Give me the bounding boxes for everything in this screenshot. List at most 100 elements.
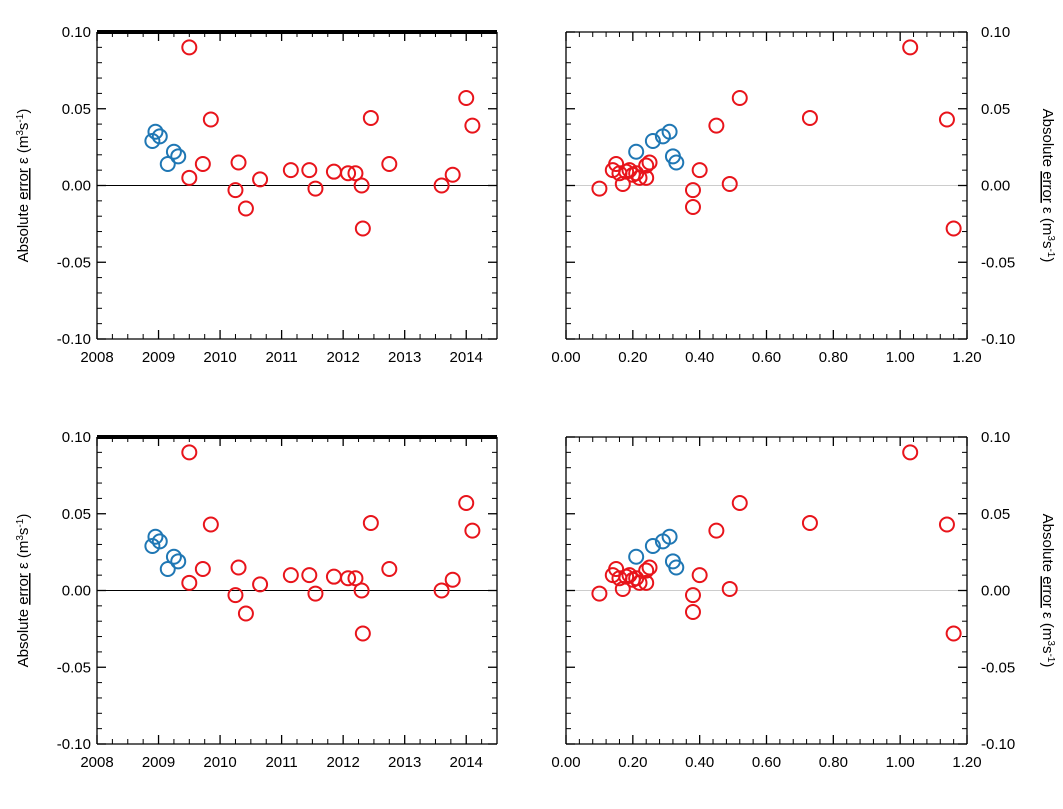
point-red <box>181 444 198 461</box>
x-tick-label: 2010 <box>203 349 236 366</box>
point-red <box>708 522 725 539</box>
x-tick-label: 0.20 <box>618 349 647 366</box>
y-tick-label: 0.05 <box>62 101 91 118</box>
x-tick-label: 2014 <box>450 754 483 771</box>
point-red <box>252 171 269 188</box>
spellcheck-word: error <box>1039 576 1056 608</box>
point-red <box>227 587 244 604</box>
point-red <box>381 561 398 578</box>
point-blue <box>661 528 678 545</box>
y-tick-label: -0.05 <box>57 254 91 271</box>
point-red <box>684 603 701 620</box>
y-axis-title-part: 3 <box>1046 235 1057 241</box>
point-red <box>444 166 461 183</box>
point-red <box>608 561 625 578</box>
x-tick-label: 2008 <box>80 349 113 366</box>
panel-bottom-left: 2008 2009 2010 2011 2012 2013 2014 -0.10 -0.05 0.… <box>15 429 498 771</box>
point-red <box>194 561 211 578</box>
point-blue <box>170 553 187 570</box>
x-tick-label: 2013 <box>388 754 421 771</box>
y-axis-title-part: s <box>1039 646 1056 654</box>
y-axis-title-part: -1 <box>1046 653 1057 662</box>
y-tick-label: 0.10 <box>62 429 91 446</box>
y-tick-label: 0.05 <box>981 506 1010 523</box>
y-axis-title-part: 3 <box>15 535 26 541</box>
x-tick-label: 0.40 <box>685 754 714 771</box>
y-tick-label: -0.05 <box>981 659 1015 676</box>
point-red <box>230 559 247 576</box>
point-red <box>721 175 738 192</box>
y-axis-title-part: Absolute <box>15 605 32 668</box>
y-tick-label: 0.10 <box>981 429 1010 446</box>
x-tick-label: 2009 <box>142 349 175 366</box>
y-axis-title-part: Absolute <box>1039 109 1056 172</box>
point-red <box>202 516 219 533</box>
y-axis-title-part: -1 <box>15 113 26 122</box>
point-red <box>347 165 364 182</box>
point-red <box>354 625 371 642</box>
x-tick-label: 2013 <box>388 349 421 366</box>
point-red <box>464 522 481 539</box>
y-tick-label: 0.00 <box>62 178 91 195</box>
y-axis-title-part: ε (m <box>15 136 32 169</box>
point-red <box>307 180 324 197</box>
point-red <box>608 156 625 173</box>
point-red <box>684 182 701 199</box>
point-blue <box>151 128 168 145</box>
point-red <box>282 567 299 584</box>
point-red <box>181 169 198 186</box>
x-tick-label: 1.20 <box>952 754 981 771</box>
point-red <box>938 516 955 533</box>
point-blue <box>165 548 182 565</box>
x-tick-label: 2008 <box>80 754 113 771</box>
y-axis-title-part: -1 <box>1046 248 1057 257</box>
x-tick-label: 1.20 <box>952 349 981 366</box>
point-blue <box>668 154 685 171</box>
y-tick-label: 0.00 <box>981 178 1010 195</box>
point-blue <box>147 528 164 545</box>
x-tick-label: 0.60 <box>752 349 781 366</box>
point-red <box>731 90 748 107</box>
y-tick-label: 0.10 <box>981 24 1010 41</box>
x-tick-label: 0.00 <box>551 754 580 771</box>
y-axis-title-part: ε (m <box>1039 608 1056 641</box>
y-axis-title-part: ) <box>15 514 32 519</box>
panel-top-left: 2008 2009 2010 2011 2012 2013 2014 -0.10 -0.05 0.… <box>15 24 498 366</box>
point-red <box>801 514 818 531</box>
point-red <box>684 198 701 215</box>
point-red <box>721 580 738 597</box>
y-axis-title-part: 3 <box>1046 640 1057 646</box>
x-tick-label: 1.00 <box>886 754 915 771</box>
x-tick-label: 0.60 <box>752 754 781 771</box>
y-axis-title-part: ) <box>15 109 32 114</box>
point-red <box>433 177 450 194</box>
point-blue <box>165 143 182 160</box>
point-red <box>691 162 708 179</box>
y-axis-title-part: ) <box>1039 662 1056 667</box>
x-tick-label: 2011 <box>265 349 297 366</box>
point-blue <box>644 132 661 149</box>
y-tick-label: -0.05 <box>981 254 1015 271</box>
point-red <box>362 109 379 126</box>
point-red <box>628 165 645 182</box>
point-blue <box>668 559 685 576</box>
y-axis-title-part: s <box>15 123 32 131</box>
y-tick-label: 0.05 <box>981 101 1010 118</box>
x-tick-label: 0.40 <box>685 349 714 366</box>
point-red <box>631 169 648 186</box>
point-red <box>381 156 398 173</box>
y-tick-label: 0.00 <box>62 583 91 600</box>
y-axis-title-part: -1 <box>15 518 26 527</box>
point-blue <box>661 123 678 140</box>
x-tick-label: 2010 <box>203 754 236 771</box>
point-red <box>938 111 955 128</box>
x-tick-label: 1.00 <box>886 349 915 366</box>
y-axis-title: Absolute error ε (m3s-1) <box>15 514 33 668</box>
point-red <box>444 571 461 588</box>
y-axis-title: Absolute error ε (m3s-1) <box>1039 514 1057 668</box>
x-tick-label: 2009 <box>142 754 175 771</box>
point-red <box>194 156 211 173</box>
y-tick-label: 0.05 <box>62 506 91 523</box>
point-red <box>237 605 254 622</box>
